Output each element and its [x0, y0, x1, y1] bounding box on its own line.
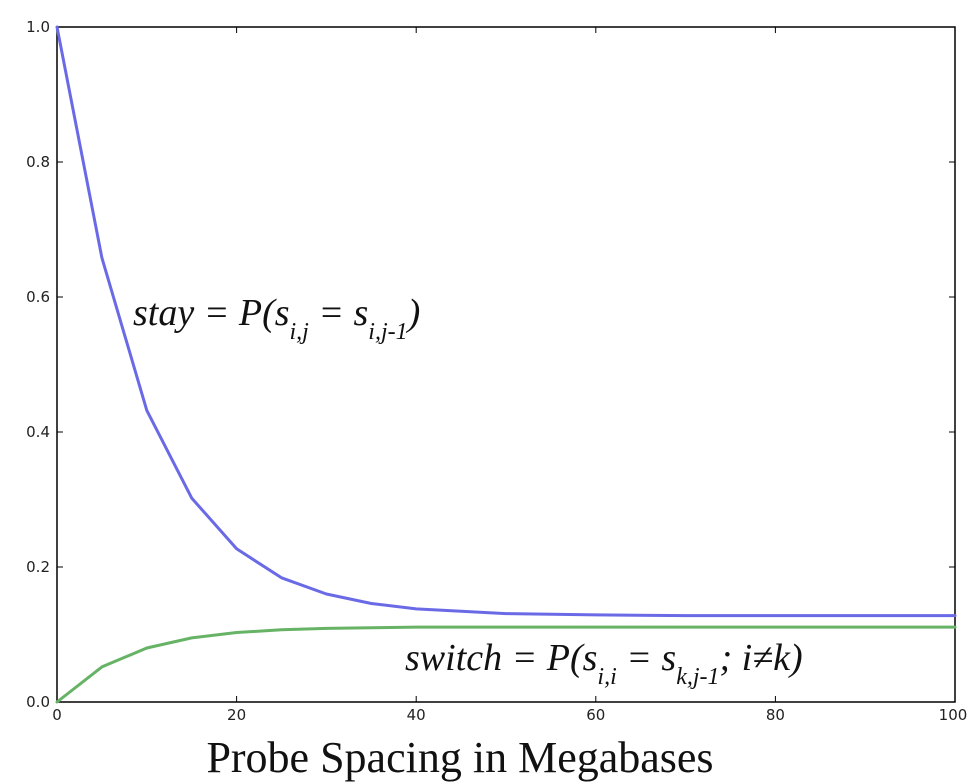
series-line-switch — [55, 625, 957, 704]
series-line-stay — [55, 25, 957, 618]
y-tick-label: 1.0 — [26, 18, 50, 36]
x-tick-label: 20 — [227, 706, 246, 724]
x-tick-label: 60 — [586, 706, 605, 724]
switch-annotation: switch = P(si,i = sk,j-1; i≠k) — [405, 637, 803, 690]
x-tick-label: 100 — [939, 706, 968, 724]
y-tick-label: 0.6 — [26, 288, 50, 306]
x-tick-label: 0 — [52, 706, 62, 724]
y-axis-ticks: 0.0 0.2 0.4 0.6 0.8 1.0 — [26, 18, 955, 711]
y-tick-label: 0.0 — [26, 693, 50, 711]
x-tick-label: 40 — [407, 706, 426, 724]
series-lines — [55, 25, 957, 704]
plot-area — [56, 26, 956, 703]
stay-annotation: stay = P(si,j = si,j-1) — [133, 292, 420, 345]
x-tick-label: 80 — [766, 706, 785, 724]
y-tick-label: 0.8 — [26, 153, 50, 171]
x-axis-label: Probe Spacing in Megabases — [206, 733, 713, 782]
y-tick-label: 0.4 — [26, 423, 50, 441]
y-tick-label: 0.2 — [26, 558, 50, 576]
x-axis-ticks: 0 20 40 60 80 100 — [52, 27, 967, 724]
